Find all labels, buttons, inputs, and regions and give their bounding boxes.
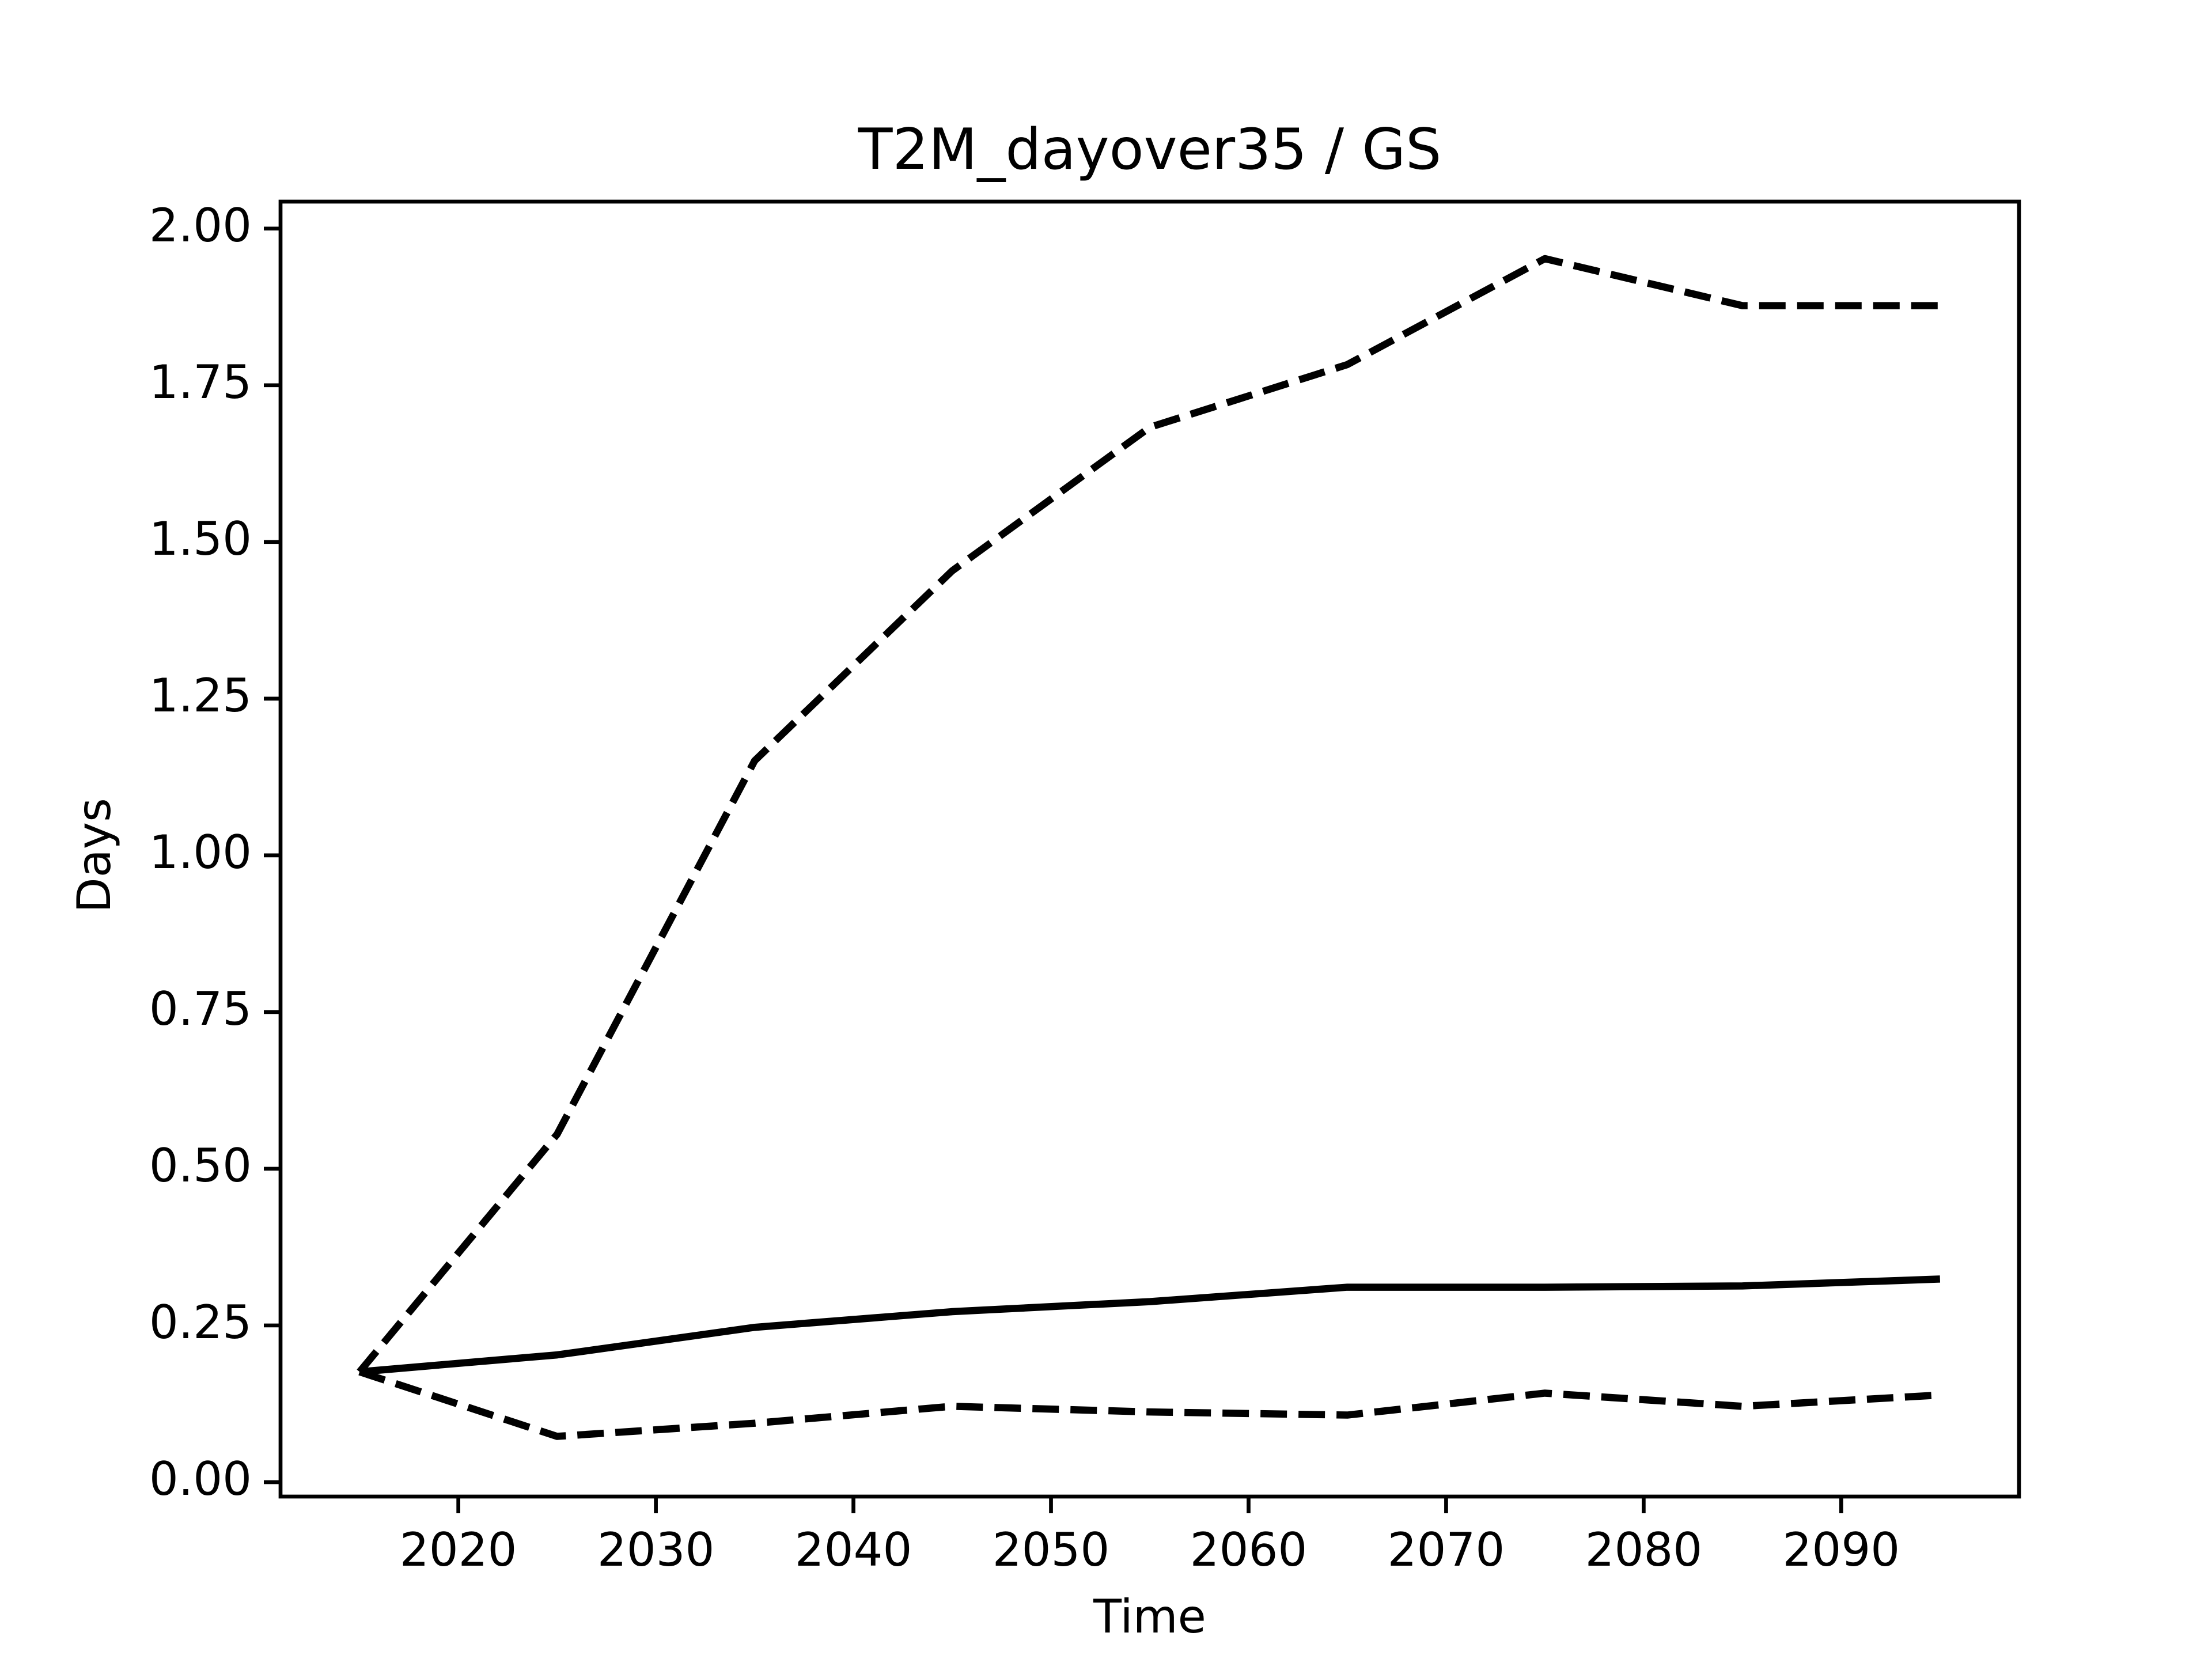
x-tick-label: 2080 [1585,1523,1703,1577]
y-axis-label: Days [67,798,121,913]
y-tick-label: 2.00 [149,199,252,252]
y-tick-label: 0.50 [149,1139,252,1192]
y-tick-label: 1.50 [149,512,252,566]
y-tick-label: 1.00 [149,825,252,879]
x-tick-label: 2050 [993,1523,1110,1577]
y-tick-label: 1.75 [149,355,252,409]
chart-title: T2M_dayover35 / GS [858,117,1442,183]
plot-frame [278,199,2021,1499]
y-tick-label: 1.25 [149,669,252,722]
data-line [359,1275,1941,1376]
x-tick-label: 2060 [1190,1523,1308,1577]
x-tick-label: 2090 [1783,1523,1900,1577]
y-tick-label: 0.00 [149,1452,252,1506]
x-axis-label: Time [1093,1590,1206,1643]
y-tick-label: 0.75 [149,982,252,1036]
y-tick-label: 0.25 [149,1296,252,1349]
x-tick-label: 2040 [795,1523,912,1577]
data-line [358,1368,1941,1440]
x-tick-label: 2030 [597,1523,715,1577]
x-tick-label: 2020 [400,1523,517,1577]
x-tick-label: 2070 [1388,1523,1505,1577]
